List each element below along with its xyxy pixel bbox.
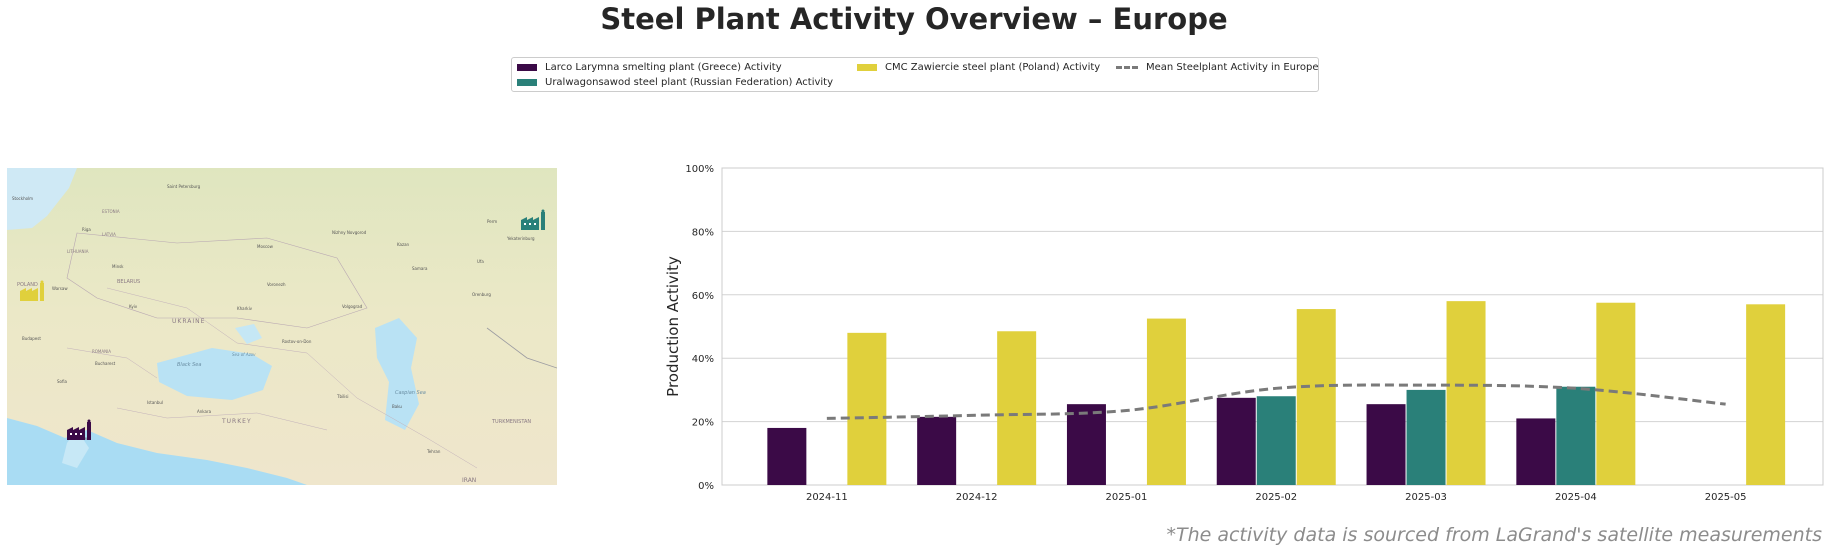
map-label-tehran: Tehran [426, 449, 441, 454]
x-tick-label: 2025-01 [1106, 492, 1148, 500]
map-label-samara: Samara [412, 266, 428, 271]
factory-icon-uralwagonsawod [521, 209, 545, 230]
bar-series-2-2024-11 [847, 332, 887, 485]
bar-series-0-2025-01 [1066, 404, 1106, 485]
map-black-sea [157, 348, 272, 400]
bar-series-1-2025-03 [1406, 389, 1446, 485]
bar-series-0-2025-02 [1216, 397, 1256, 485]
map-label-lithuania: LITHUANIA [67, 249, 89, 254]
legend-label-larco: Larco Larymna smelting plant (Greece) Ac… [545, 62, 782, 73]
legend-item-mean: Mean Steelplant Activity in Europe [1116, 62, 1319, 73]
mean-activity-line [826, 383, 1726, 420]
legend-line-mean [1116, 66, 1138, 69]
map-label-turkmenistan: TURKMENISTAN [491, 419, 531, 425]
y-tick-label: 60% [692, 291, 714, 302]
y-tick-label: 0% [698, 481, 714, 492]
x-tick-label: 2025-03 [1405, 492, 1447, 500]
legend-swatch-cmc [857, 64, 877, 71]
bar-series-2-2025-03 [1446, 301, 1486, 485]
chart-legend: Larco Larymna smelting plant (Greece) Ac… [511, 57, 1319, 92]
legend-label-cmc: CMC Zawiercie steel plant (Poland) Activ… [885, 62, 1101, 73]
map-label-caspian-sea: Caspian Sea [395, 390, 426, 396]
factory-icon-larco-larymna [67, 419, 91, 440]
x-tick-label: 2025-02 [1255, 492, 1297, 500]
bar-series-0-2025-04 [1516, 418, 1556, 485]
map-label-minsk: Minsk [112, 264, 124, 269]
map-label-stockholm: Stockholm [12, 196, 33, 201]
x-tick-label: 2025-04 [1555, 492, 1597, 500]
map-label-nizhny: Nizhny Novgorod [332, 230, 367, 235]
legend-item-cmc: CMC Zawiercie steel plant (Poland) Activ… [857, 62, 1100, 73]
legend-item-uralwagonsawod: Uralwagonsawod steel plant (Russian Fede… [517, 77, 833, 88]
legend-label-mean: Mean Steelplant Activity in Europe [1146, 62, 1319, 73]
map-label-kazan: Kazan [397, 242, 410, 247]
source-note: *The activity data is sourced from LaGra… [1166, 524, 1822, 546]
map-label-istanbul: Istanbul [147, 400, 163, 405]
map-label-turkey: TURKEY [221, 418, 252, 425]
bar-series-1-2025-02 [1256, 396, 1296, 485]
legend-swatch-larco [517, 64, 537, 71]
map-label-romania: ROMANIA [92, 349, 111, 354]
y-tick-label: 20% [692, 418, 714, 429]
map-label-perm: Perm [487, 219, 497, 224]
map-label-bucharest: Bucharest [95, 361, 116, 366]
map-label-kyiv: Kyiv [129, 304, 138, 309]
x-tick-label: 2024-11 [806, 492, 848, 500]
legend-swatch-uralwagonsawod [517, 79, 537, 86]
map-border-east [486, 327, 557, 369]
map-label-baku: Baku [392, 404, 402, 409]
map-label-latvia: LATVIA [102, 232, 116, 237]
map-label-saint-petersburg: Saint Petersburg [167, 184, 201, 189]
map-label-ufa: Ufa [477, 259, 484, 264]
map-label-warsaw: Warsaw [52, 286, 68, 291]
map-canvas: Black Sea Caspian Sea Sea of Azov UKRAIN… [7, 168, 557, 485]
map-label-kharkiv: Kharkiv [237, 306, 253, 311]
y-tick-label: 80% [692, 227, 714, 238]
y-tick-label: 40% [692, 354, 714, 365]
map-label-belarus: BELARUS [117, 279, 140, 285]
bar-series-2-2025-02 [1296, 309, 1336, 485]
map-azov-sea [235, 324, 262, 344]
map-label-rostov: Rostov-on-Don [282, 339, 312, 344]
map-label-ukraine: UKRAINE [172, 318, 205, 325]
legend-label-uralwagonsawod: Uralwagonsawod steel plant (Russian Fede… [545, 77, 834, 88]
map-label-ankara: Ankara [197, 409, 212, 414]
chart-svg: 0% 20% 40% 60% 80% 100% Production Activity 202… [664, 164, 1824, 503]
map-label-yekaterinburg: Yekaterinburg [506, 236, 535, 241]
map-baltic-sea [7, 168, 77, 230]
map-label-poland: POLAND [17, 282, 38, 288]
bar-series-0-2025-03 [1366, 404, 1406, 485]
map-borders-south [66, 287, 478, 469]
map-borders [66, 232, 368, 329]
x-tick-label: 2025-05 [1705, 492, 1747, 500]
map-label-black-sea: Black Sea [177, 362, 201, 368]
factory-icon-cmc-zawiercie [20, 280, 44, 301]
activity-chart: 0% 20% 40% 60% 80% 100% Production Activity 202… [660, 160, 1828, 503]
map-label-sofia: Sofia [57, 379, 68, 384]
bar-series-1-2025-04 [1556, 386, 1596, 485]
bar-series-2-2024-12 [997, 331, 1037, 485]
y-axis-label: Production Activity [664, 256, 682, 397]
bar-series-0-2024-11 [767, 427, 807, 485]
map-label-iran: IRAN [462, 477, 476, 484]
bar-series-0-2024-12 [917, 416, 957, 485]
map-caspian-sea [375, 318, 419, 430]
map-label-tbilisi: Tbilisi [336, 394, 349, 399]
map-label-volgograd: Volgograd [342, 304, 363, 309]
europe-map: Black Sea Caspian Sea Sea of Azov UKRAIN… [7, 168, 557, 485]
legend-item-larco: Larco Larymna smelting plant (Greece) Ac… [517, 62, 782, 73]
map-label-riga: Riga [82, 227, 91, 232]
map-label-azov-sea: Sea of Azov [232, 352, 256, 357]
map-label-orenburg: Orenburg [472, 292, 491, 297]
y-tick-label: 100% [685, 164, 714, 175]
map-label-budapest: Budapest [22, 336, 41, 341]
map-label-estonia: ESTONIA [102, 209, 120, 214]
page-title: Steel Plant Activity Overview – Europe [600, 2, 1228, 36]
map-label-moscow: Moscow [257, 244, 274, 249]
map-land [7, 168, 557, 485]
map-label-voronezh: Voronezh [267, 282, 286, 287]
x-tick-label: 2024-12 [956, 492, 998, 500]
bar-series-2-2025-05 [1746, 304, 1786, 485]
